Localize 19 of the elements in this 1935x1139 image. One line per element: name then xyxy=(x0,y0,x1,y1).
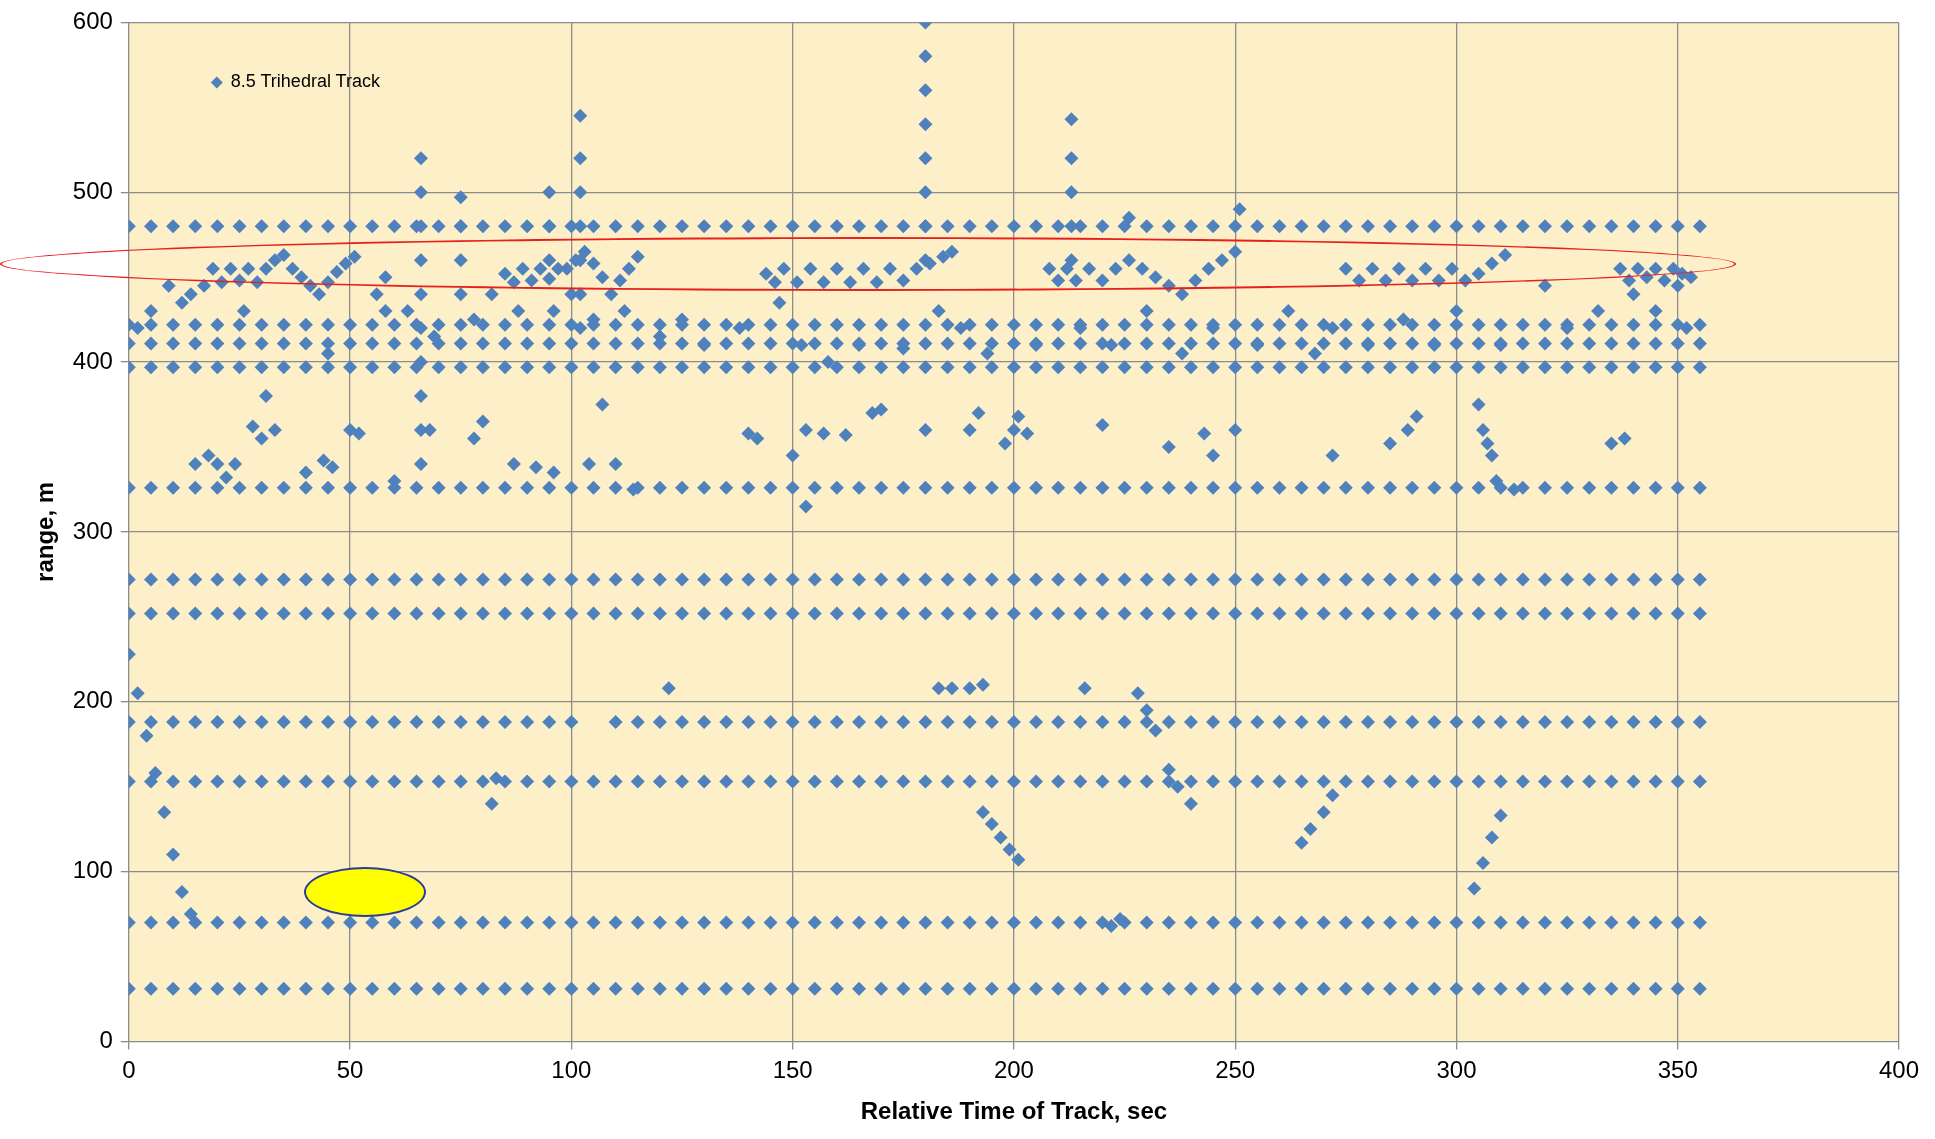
x-tick-label: 150 xyxy=(772,1056,813,1084)
x-tick-label: 200 xyxy=(993,1056,1034,1084)
x-tick-label: 350 xyxy=(1657,1056,1698,1084)
x-tick-label: 0 xyxy=(122,1056,136,1084)
y-tick-label: 400 xyxy=(72,346,113,374)
y-tick-label: 0 xyxy=(99,1026,113,1054)
x-tick-label: 300 xyxy=(1436,1056,1477,1084)
x-tick-label: 400 xyxy=(1878,1056,1920,1084)
y-tick-label: 500 xyxy=(72,176,113,204)
legend-label: 8.5 Trihedral Track xyxy=(230,71,381,92)
y-axis-title: range, m xyxy=(31,481,59,582)
x-axis-title: Relative Time of Track, sec xyxy=(860,1097,1168,1125)
x-tick-label: 50 xyxy=(336,1056,364,1084)
y-tick-label: 600 xyxy=(72,7,113,35)
y-tick-label: 100 xyxy=(72,856,113,884)
x-tick-label: 100 xyxy=(551,1056,592,1084)
y-tick-label: 300 xyxy=(72,516,113,544)
x-tick-label: 250 xyxy=(1215,1056,1256,1084)
y-tick-label: 200 xyxy=(72,686,113,714)
